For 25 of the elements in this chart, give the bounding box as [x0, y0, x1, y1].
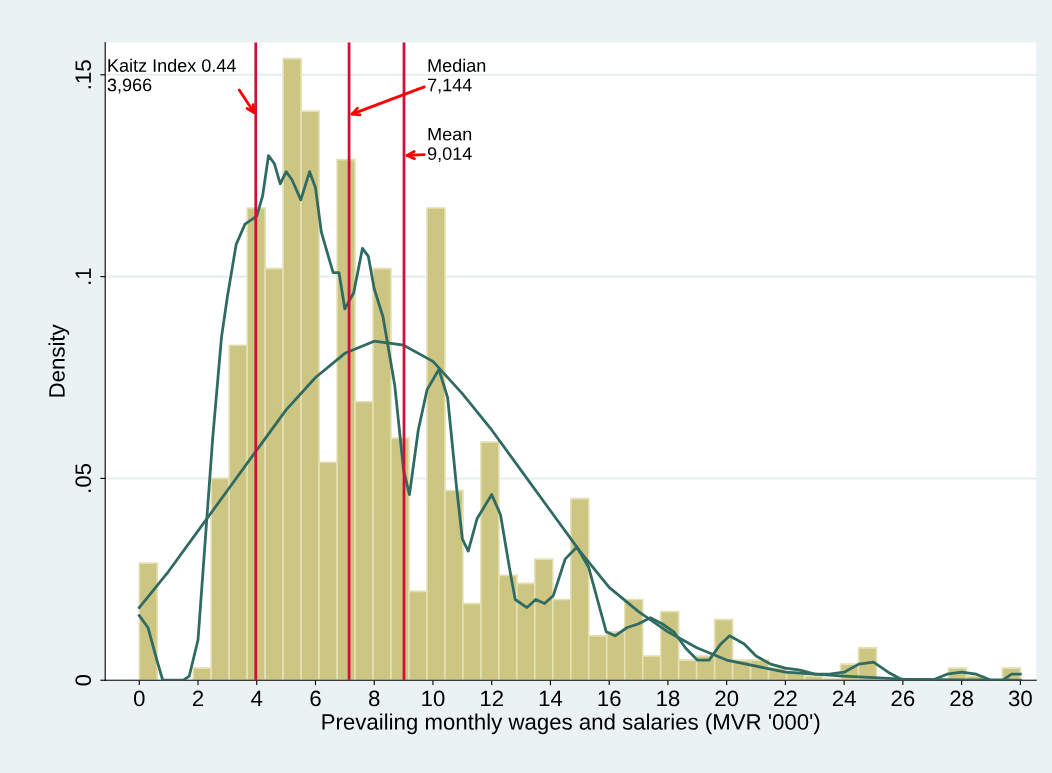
x-tick-label: 24: [832, 690, 856, 707]
x-tick-label: 12: [481, 690, 503, 707]
y-axis-title: Density: [48, 324, 70, 397]
x-axis-title: Prevailing monthly wages and salaries (MVR '000'): [322, 713, 820, 735]
y-tick-label: .15: [75, 60, 92, 89]
x-tick-label: 10: [422, 690, 445, 707]
x-tick-label: 20: [715, 690, 739, 707]
x-tick-label: 18: [657, 690, 680, 707]
x-tick-label: 14: [539, 690, 563, 707]
y-tick-label: 0: [75, 674, 92, 686]
x-tick-label: 16: [598, 690, 621, 707]
x-tick-label: 28: [950, 690, 974, 707]
y-tick-label: .05: [75, 463, 92, 492]
ref-line-label: Median 7,144: [428, 58, 486, 94]
ref-line-label: Mean 9,014: [427, 127, 472, 163]
x-tick-label: 26: [891, 690, 915, 707]
x-tick-label: 22: [774, 690, 797, 707]
x-tick-label: 0: [133, 690, 145, 707]
x-tick-label: 4: [251, 690, 263, 707]
ref-line-label: Kaitz Index 0.44 3,966: [107, 58, 236, 94]
x-tick-label: 8: [369, 690, 380, 707]
x-tick-label: 6: [310, 690, 321, 707]
y-tick-label: .1: [75, 268, 91, 284]
x-tick-label: 30: [1008, 690, 1032, 707]
x-tick-label: 2: [192, 690, 204, 707]
